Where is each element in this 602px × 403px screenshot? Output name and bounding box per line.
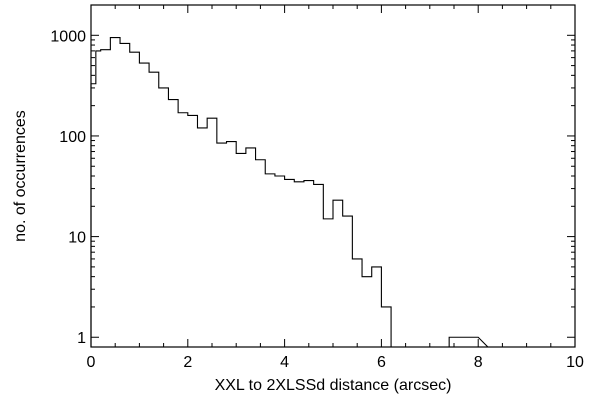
x-tick-label: 2 [183, 354, 192, 371]
x-axis-tick-labels: 0 2 4 6 8 10 [87, 354, 584, 371]
x-tick-label: 8 [474, 354, 483, 371]
y-tick-label: 1 [77, 330, 86, 347]
y-axis-label: no. of occurrences [12, 110, 29, 242]
x-tick-label: 0 [87, 354, 96, 371]
histogram-outline [90, 36, 489, 348]
x-axis-label: XXL to 2XLSSd distance (arcsec) [215, 377, 452, 394]
y-tick-label: 10 [68, 230, 86, 247]
y-tick-label: 100 [59, 129, 86, 146]
x-tick-label: 6 [377, 354, 386, 371]
x-tick-label: 4 [280, 354, 289, 371]
x-tick-label: 10 [566, 354, 584, 371]
x-axis-ticks [90, 5, 576, 347]
y-axis-ticks [91, 4, 575, 338]
plot-frame [90, 4, 576, 348]
y-axis-tick-labels: 1 10 100 1000 [50, 28, 86, 347]
y-tick-label: 1000 [50, 28, 86, 45]
